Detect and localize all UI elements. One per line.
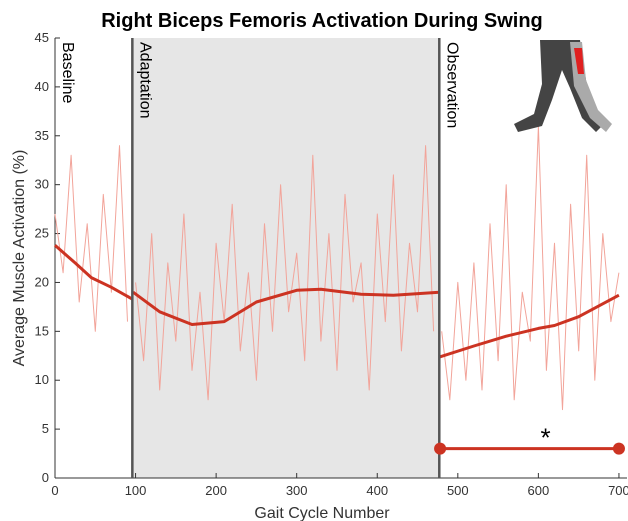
y-tick-label: 45	[35, 30, 49, 45]
leg-icon	[514, 40, 612, 132]
y-tick-label: 20	[35, 274, 49, 289]
significance-label: *	[540, 423, 550, 453]
x-tick-label: 100	[125, 483, 147, 498]
trend-line	[54, 244, 620, 359]
x-tick-label: 200	[205, 483, 227, 498]
x-tick-label: 400	[366, 483, 388, 498]
x-tick-label: 700	[608, 483, 628, 498]
y-tick-label: 10	[35, 372, 49, 387]
chart-title: Right Biceps Femoris Activation During S…	[101, 10, 543, 32]
x-tick-label: 300	[286, 483, 308, 498]
x-tick-label: 0	[51, 483, 58, 498]
plot-area: 0 5 10 15 20 25 30 35 40 45 0 100 200 300 400 500 600 700…	[35, 30, 628, 498]
x-axis-label: Gait Cycle Number	[254, 505, 390, 521]
y-axis-label: Average Muscle Activation (%)	[11, 150, 28, 367]
y-tick-label: 30	[35, 177, 49, 192]
significance-endpoint	[612, 442, 625, 455]
y-tick-label: 40	[35, 79, 49, 94]
phase-label: Baseline	[59, 42, 76, 103]
phase-label: Observation	[443, 42, 460, 128]
y-tick-label: 35	[35, 128, 49, 143]
y-tick-label: 0	[42, 470, 49, 485]
y-tick-label: 25	[35, 226, 49, 241]
phase-label: Adaptation	[136, 42, 153, 119]
x-tick-label: 500	[447, 483, 469, 498]
x-tick-label: 600	[528, 483, 550, 498]
shaded-region	[132, 38, 440, 478]
y-tick-label: 15	[35, 323, 49, 338]
significance-endpoint	[434, 442, 447, 455]
y-tick-label: 5	[42, 421, 49, 436]
